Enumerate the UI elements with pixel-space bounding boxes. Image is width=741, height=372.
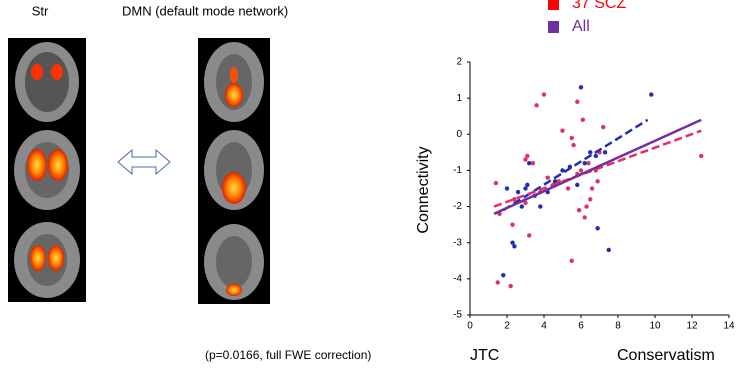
x-axis-label-right: Conservatism (617, 347, 715, 364)
point (575, 100, 579, 104)
point (494, 181, 498, 185)
point (516, 190, 520, 194)
point (546, 175, 550, 179)
y-tick-label: -3 (453, 237, 462, 248)
point (538, 204, 542, 208)
x-axis-label-left: JTC (470, 347, 499, 364)
point (588, 150, 592, 154)
fit-line (503, 120, 647, 210)
point (505, 186, 509, 190)
point (560, 168, 564, 172)
y-tick-label: -2 (453, 201, 462, 212)
str-label: Str (32, 3, 49, 18)
point (571, 143, 575, 147)
note: (p=0.0166, full FWE correction) (205, 348, 371, 362)
brain-column-left (8, 38, 86, 302)
x-tick-label: 6 (578, 321, 584, 332)
y-tick-label: 2 (456, 57, 462, 68)
y-tick-label: -1 (453, 165, 462, 176)
point (584, 204, 588, 208)
point (509, 284, 513, 288)
point (590, 186, 594, 190)
point (579, 85, 583, 89)
x-tick-label: 2 (504, 321, 510, 332)
legend-label: All (572, 18, 590, 35)
point (594, 154, 598, 158)
point (575, 183, 579, 187)
point (649, 92, 653, 96)
point (595, 226, 599, 230)
figure: Str DMN (default mode network) (p=0.0166… (0, 0, 741, 372)
point (496, 280, 500, 284)
x-tick-label: 0 (467, 321, 473, 332)
point (595, 179, 599, 183)
point (601, 125, 605, 129)
double-arrow (118, 150, 170, 174)
point (570, 259, 574, 263)
point (577, 208, 581, 212)
point (560, 128, 564, 132)
x-tick-label: 10 (649, 321, 661, 332)
point (699, 154, 703, 158)
point (512, 244, 516, 248)
point (570, 136, 574, 140)
x-tick-label: 14 (723, 321, 735, 332)
point (566, 186, 570, 190)
x-tick-label: 4 (541, 321, 547, 332)
canvas: Str DMN (default mode network) (p=0.0166… (0, 0, 741, 372)
legend-swatch (548, 21, 559, 33)
legend-swatch (548, 0, 559, 10)
point (520, 204, 524, 208)
dmn-label: DMN (default mode network) (122, 3, 288, 18)
x-tick-label: 12 (686, 321, 698, 332)
y-axis-label: Connectivity (415, 146, 432, 233)
point (583, 215, 587, 219)
point (525, 183, 529, 187)
point (542, 92, 546, 96)
point (607, 248, 611, 252)
point (534, 103, 538, 107)
point (603, 150, 607, 154)
point (501, 273, 505, 277)
y-tick-label: 1 (456, 93, 462, 104)
point (510, 222, 514, 226)
y-tick-label: 0 (456, 129, 462, 140)
fit-line (494, 120, 701, 214)
point (581, 118, 585, 122)
point (583, 161, 587, 165)
y-tick-label: -4 (453, 273, 462, 284)
legend-label: 37 SCZ (572, 0, 626, 12)
y-tick-label: -5 (453, 310, 462, 321)
x-tick-label: 8 (615, 321, 621, 332)
point (527, 161, 531, 165)
point (579, 168, 583, 172)
point (588, 197, 592, 201)
brain-column-right (198, 38, 270, 304)
point (527, 233, 531, 237)
point (525, 154, 529, 158)
